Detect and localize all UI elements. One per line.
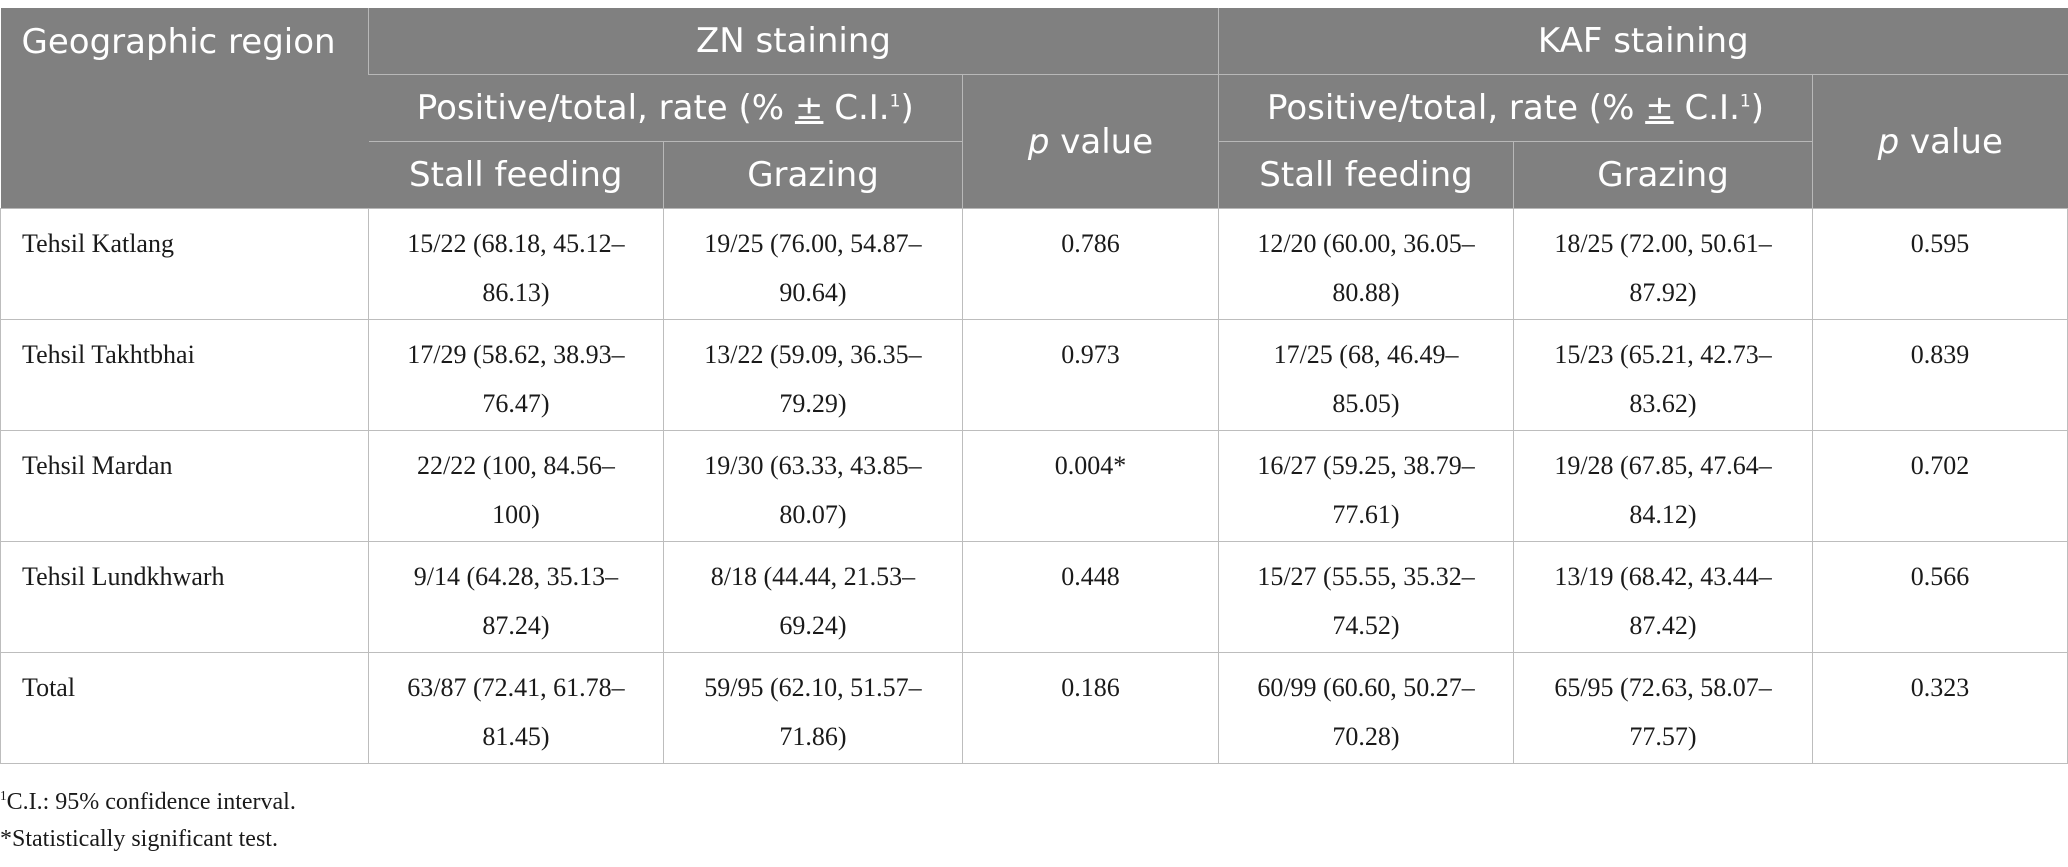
kaf-grazing-cell: 65/95 (72.63, 58.07– 77.57) [1513,652,1814,764]
header-kaf-p-value: p value [1812,74,2068,209]
header-kaf-stall-feeding: Stall feeding [1218,141,1514,209]
footnote-ci: 1C.I.: 95% confidence interval. [0,788,296,815]
kaf-grazing-cell: 13/19 (68.42, 43.44– 87.42) [1513,541,1814,653]
kaf-p-value-cell: 0.839 [1812,319,2068,431]
kaf-grazing-cell: 15/23 (65.21, 42.73– 83.62) [1513,319,1814,431]
zn-stall-cell: 15/22 (68.18, 45.12– 86.13) [368,208,664,320]
results-table: Geographic region ZN staining KAF staini… [0,8,2068,764]
zn-p-value-cell: 0.448 [961,541,1220,653]
header-kaf-grazing: Grazing [1513,141,1813,209]
kaf-stall-cell: 16/27 (59.25, 38.79– 77.61) [1218,430,1515,542]
zn-stall-cell: 22/22 (100, 84.56– 100) [368,430,664,542]
table-header: Geographic region ZN staining KAF staini… [0,8,2068,209]
header-zn-stall-feeding: Stall feeding [368,141,664,209]
header-kaf-positive-total: Positive/total, rate (% ± C.I.1) [1218,74,1813,142]
region-cell: Total [0,652,369,764]
zn-p-value-cell: 0.004* [961,430,1220,542]
header-zn-positive-total: Positive/total, rate (% ± C.I.1) [368,74,963,142]
kaf-p-value-cell: 0.566 [1812,541,2068,653]
header-zn-p-value: p value [961,74,1219,209]
header-zn-staining: ZN staining [367,8,1219,75]
zn-grazing-cell: 13/22 (59.09, 36.35– 79.29) [663,319,963,431]
zn-stall-cell: 63/87 (72.41, 61.78– 81.45) [368,652,664,764]
kaf-p-value-cell: 0.323 [1812,652,2068,764]
zn-p-value-cell: 0.786 [961,208,1220,320]
kaf-p-value-cell: 0.595 [1812,208,2068,320]
zn-grazing-cell: 19/30 (63.33, 43.85– 80.07) [663,430,963,542]
table-row: Tehsil Katlang 15/22 (68.18, 45.12– 86.1… [0,208,2068,320]
zn-stall-cell: 17/29 (58.62, 38.93– 76.47) [368,319,664,431]
region-cell: Tehsil Takhtbhai [0,319,369,431]
zn-p-value-cell: 0.186 [961,652,1220,764]
table-row-total: Total 63/87 (72.41, 61.78– 81.45) 59/95 … [0,652,2068,764]
kaf-stall-cell: 15/27 (55.55, 35.32– 74.52) [1218,541,1515,653]
zn-grazing-cell: 8/18 (44.44, 21.53– 69.24) [663,541,963,653]
zn-grazing-cell: 59/95 (62.10, 51.57– 71.86) [663,652,963,764]
table-row: Tehsil Mardan 22/22 (100, 84.56– 100) 19… [0,430,2068,542]
kaf-stall-cell: 12/20 (60.00, 36.05– 80.88) [1218,208,1515,320]
table-row: Tehsil Takhtbhai 17/29 (58.62, 38.93– 76… [0,319,2068,431]
kaf-grazing-cell: 19/28 (67.85, 47.64– 84.12) [1513,430,1814,542]
kaf-p-value-cell: 0.702 [1812,430,2068,542]
zn-p-value-cell: 0.973 [961,319,1220,431]
footnote-significance: *Statistically significant test. [0,826,278,852]
header-geographic-region: Geographic region [0,8,369,209]
zn-stall-cell: 9/14 (64.28, 35.13– 87.24) [368,541,664,653]
footnotes: 1C.I.: 95% confidence interval. *Statist… [0,784,296,858]
kaf-stall-cell: 60/99 (60.60, 50.27– 70.28) [1218,652,1515,764]
region-cell: Tehsil Mardan [0,430,369,542]
table-body: Tehsil Katlang 15/22 (68.18, 45.12– 86.1… [0,208,2068,764]
zn-grazing-cell: 19/25 (76.00, 54.87– 90.64) [663,208,963,320]
region-cell: Tehsil Lundkhwarh [0,541,369,653]
table-row: Tehsil Lundkhwarh 9/14 (64.28, 35.13– 87… [0,541,2068,653]
kaf-stall-cell: 17/25 (68, 46.49– 85.05) [1218,319,1515,431]
kaf-grazing-cell: 18/25 (72.00, 50.61– 87.92) [1513,208,1814,320]
header-zn-grazing: Grazing [663,141,963,209]
region-cell: Tehsil Katlang [0,208,369,320]
header-kaf-staining: KAF staining [1218,8,2068,75]
